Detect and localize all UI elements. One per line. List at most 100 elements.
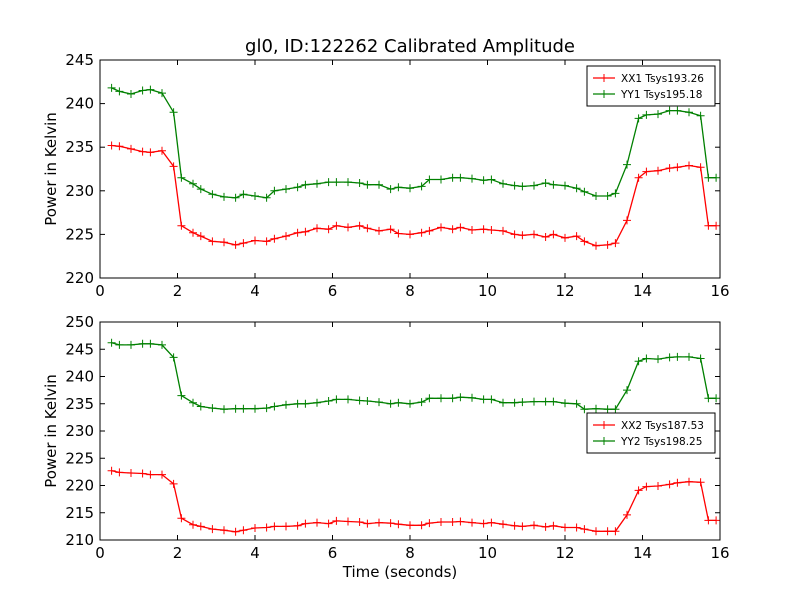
data-point (293, 183, 302, 192)
data-point (262, 237, 271, 246)
data-point (549, 180, 558, 189)
data-point (487, 175, 496, 184)
legend-label: XX1 Tsys193.26 (621, 73, 704, 85)
data-point (169, 108, 178, 117)
data-point (580, 405, 589, 414)
data-point (386, 185, 395, 194)
data-point (406, 230, 414, 239)
data-point (510, 230, 519, 239)
data-point (138, 86, 147, 95)
data-point (673, 478, 682, 487)
data-point (448, 394, 457, 403)
data-point (239, 404, 248, 413)
data-point (363, 224, 372, 233)
y-tick-label: 210 (65, 531, 94, 549)
data-point (386, 399, 395, 408)
data-point (704, 173, 713, 182)
data-point (654, 355, 662, 364)
data-point (417, 521, 426, 530)
data-point (363, 180, 372, 189)
data-point (654, 482, 662, 490)
data-point (363, 397, 372, 405)
data-point (704, 221, 713, 230)
data-point (468, 393, 476, 402)
data-point (251, 524, 259, 532)
data-point (665, 353, 674, 362)
data-point (549, 397, 558, 406)
data-point (375, 226, 383, 235)
data-point (673, 163, 682, 172)
data-point (344, 178, 352, 187)
data-point (530, 521, 538, 530)
data-point (499, 179, 507, 188)
y-tick-label: 220 (65, 269, 94, 287)
data-point (270, 402, 279, 411)
data-point (270, 186, 279, 195)
data-point (437, 175, 445, 184)
data-point (344, 223, 352, 232)
data-point (417, 398, 426, 407)
data-point (355, 396, 364, 405)
y-tick-label: 240 (65, 368, 94, 386)
data-point (231, 404, 240, 413)
data-point (146, 148, 155, 157)
data-point (220, 192, 228, 201)
data-point (518, 522, 527, 531)
data-point (479, 519, 488, 528)
data-point (177, 514, 186, 523)
data-point (530, 181, 538, 190)
data-point (468, 226, 476, 234)
data-point (499, 520, 507, 529)
series-1-2 (107, 83, 721, 202)
data-point (375, 518, 383, 527)
data-point (138, 339, 147, 348)
data-point (406, 399, 414, 408)
data-point (177, 221, 186, 230)
data-point (239, 190, 248, 199)
x-tick-label: 2 (173, 544, 183, 562)
data-point (685, 477, 693, 486)
data-point (510, 398, 519, 407)
data-point (127, 340, 135, 349)
legend-2: XX2 Tsys187.53 YY2 Tsys198.25 (586, 412, 716, 454)
data-point (270, 234, 279, 243)
data-point (417, 182, 426, 191)
y-axis-label: Power in Kelvin (42, 112, 60, 226)
data-point (704, 394, 713, 403)
data-point (158, 89, 166, 98)
data-point (417, 228, 426, 237)
data-point (406, 521, 414, 530)
series-2-2 (107, 338, 721, 414)
data-point (208, 525, 217, 534)
data-point (196, 522, 205, 531)
data-point (127, 469, 135, 477)
data-point (293, 521, 302, 530)
data-point (324, 397, 333, 405)
data-point (456, 393, 465, 402)
data-point (712, 173, 721, 182)
data-point (262, 523, 271, 532)
legend-1: XX1 Tsys193.26 YY1 Tsys195.18 (586, 65, 716, 107)
data-point (344, 395, 352, 404)
data-point (530, 230, 538, 239)
legend-swatch-marker (600, 90, 608, 98)
data-point (196, 232, 205, 241)
data-point (634, 486, 643, 495)
data-point (146, 339, 155, 348)
data-point (386, 225, 395, 234)
y-tick-label: 240 (65, 95, 94, 113)
data-point (572, 184, 581, 193)
data-point (394, 183, 403, 192)
data-point (394, 229, 403, 238)
data-point (572, 523, 581, 532)
y-tick-label: 250 (65, 313, 94, 331)
y-tick-label: 245 (65, 51, 94, 69)
data-point (479, 225, 488, 234)
data-point (561, 233, 569, 242)
data-point (487, 395, 496, 404)
data-point (654, 166, 662, 175)
data-point (313, 224, 321, 233)
data-point (375, 398, 383, 407)
